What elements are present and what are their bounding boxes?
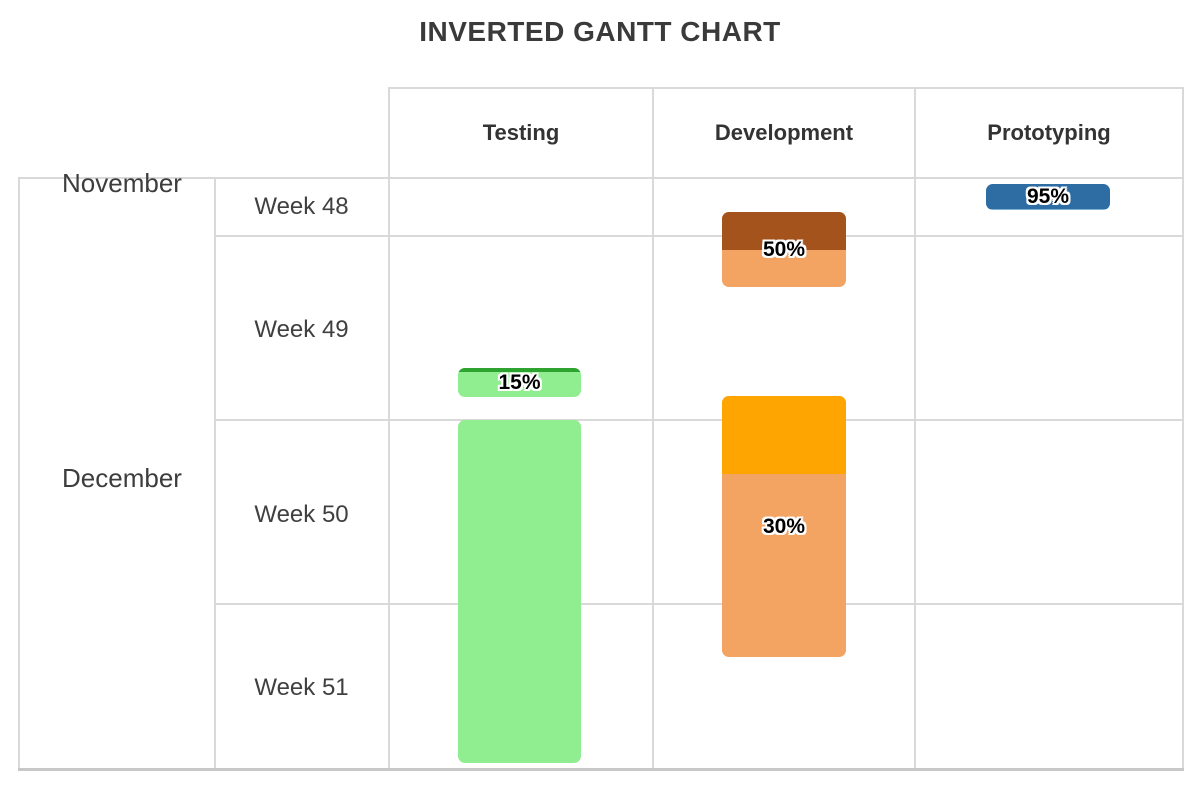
gantt-bar-progress-fill [458,368,581,373]
week-label-50: Week 50 [254,501,349,528]
gantt-bar-progress-fill [722,396,846,475]
week-label-51: Week 51 [254,674,349,701]
gantt-bar-testing-3[interactable]: 15% [458,368,581,397]
grid-line-week48-49-divider [214,235,1184,237]
gantt-bar-prototyping-1[interactable]: 95% [986,184,1110,210]
grid-line-week50-51-divider [214,603,1184,605]
progress-label: 50% [762,237,806,261]
grid-line-week-chart-divider [388,87,390,770]
progress-label: 15% [498,370,541,394]
grid-line-testing-development-divider [652,87,654,770]
grid-line-right-edge [1182,87,1184,770]
grid-line-bottom-edge [18,768,1184,771]
grid-line-month-week-divider [214,177,216,770]
gantt-bar-progress-fill [722,212,846,250]
column-header-testing: Testing [482,120,560,145]
chart-title: INVERTED GANTT CHART [419,16,781,47]
gantt-bar-development-2[interactable]: 50% [722,212,846,287]
progress-label: 30% [762,514,806,538]
week-label-49: Week 49 [254,316,349,343]
month-label-november: November [62,168,182,198]
grid-line-header-bottom [18,177,1184,179]
grid-line-left-edge [18,177,20,770]
month-label-december: December [62,463,182,493]
gantt-bar-development-4[interactable]: 30% [722,396,846,657]
grid-line-header-top [388,87,1184,89]
grid-line-week49-50-divider [214,419,1184,421]
column-header-development: Development [714,120,854,145]
gantt-bar-progress-fill [986,184,1110,209]
progress-label: 95% [1026,185,1070,208]
week-label-48: Week 48 [254,193,349,220]
gantt-bar-testing-5[interactable] [458,420,581,763]
column-header-prototyping: Prototyping [987,120,1111,145]
grid-line-development-prototyping-divider [914,87,916,770]
